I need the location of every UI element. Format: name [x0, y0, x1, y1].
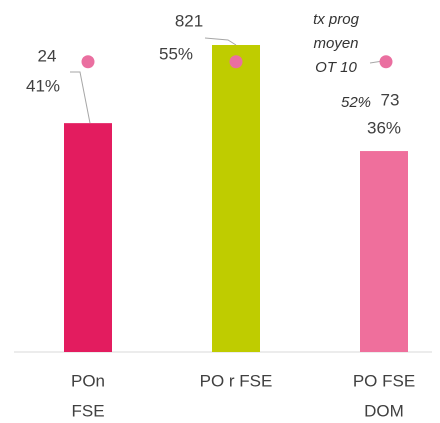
marker: [81, 55, 95, 69]
leader-line: [204, 37, 237, 46]
bar: [360, 151, 408, 352]
bar: [212, 45, 260, 352]
annotation: 52%: [341, 94, 371, 111]
marker: [229, 55, 243, 69]
x-tick-label: POn: [71, 371, 105, 390]
annotation: moyen: [313, 35, 358, 52]
count-label: 821: [175, 11, 203, 30]
bar: [64, 123, 112, 353]
marker: [379, 55, 393, 69]
annotation: OT 10: [315, 59, 357, 76]
x-tick-label: DOM: [364, 401, 404, 420]
x-tick-label: PO FSE: [353, 371, 415, 390]
count-label: 24: [38, 47, 57, 66]
x-tick-label: PO r FSE: [200, 371, 273, 390]
value-label: 55%: [159, 44, 193, 63]
x-tick-label: FSE: [71, 401, 104, 420]
annotation: tx prog: [313, 11, 360, 28]
leader-line: [70, 71, 91, 124]
value-label: 36%: [367, 119, 401, 138]
count-label: 73: [381, 91, 400, 110]
value-label: 41%: [26, 77, 60, 96]
